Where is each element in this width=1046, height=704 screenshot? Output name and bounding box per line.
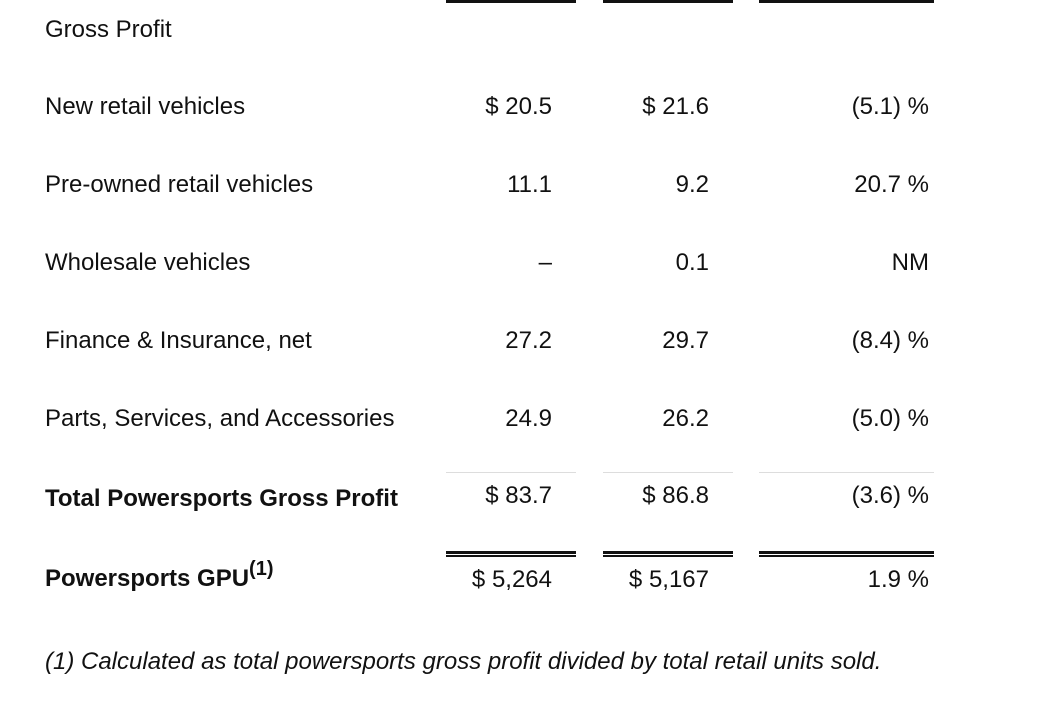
- column-top-rule: [446, 0, 576, 3]
- row-value-current: 11.1: [507, 171, 552, 198]
- row-label: Parts, Services, and Accessories: [45, 405, 395, 432]
- total-label: Total Powersports Gross Profit: [45, 485, 398, 512]
- row-value-current: $ 20.5: [485, 93, 552, 120]
- total-value-change: (3.6) %: [851, 482, 929, 509]
- gpu-value-change: 1.9 %: [867, 566, 929, 593]
- total-double-rule: [759, 551, 934, 557]
- row-value-current: 24.9: [505, 405, 552, 432]
- total-value-prior: $ 86.8: [642, 482, 709, 509]
- row-label: Pre-owned retail vehicles: [45, 171, 314, 198]
- row-value-prior: 29.7: [662, 327, 709, 354]
- row-value-current: 27.2: [505, 327, 552, 354]
- total-double-rule: [603, 551, 733, 557]
- total-value-current: $ 83.7: [485, 482, 552, 509]
- gpu-label: Powersports GPU(1): [45, 559, 274, 594]
- row-value-change: (5.1) %: [851, 93, 929, 120]
- row-value-change: NM: [891, 249, 929, 276]
- gpu-value-current: $ 5,264: [471, 566, 552, 593]
- row-label: Finance & Insurance, net: [45, 327, 312, 354]
- footnote-reference: (1): [249, 558, 274, 580]
- row-value-prior: 0.1: [675, 249, 709, 276]
- subtotal-rule: [759, 472, 934, 473]
- subtotal-rule: [603, 472, 733, 473]
- row-label: New retail vehicles: [45, 93, 246, 120]
- row-value-change: (8.4) %: [851, 327, 929, 354]
- column-top-rule: [603, 0, 733, 3]
- gpu-value-prior: $ 5,167: [628, 566, 709, 593]
- total-double-rule: [446, 551, 576, 557]
- subtotal-rule: [446, 472, 576, 473]
- row-label: Wholesale vehicles: [45, 249, 251, 276]
- row-value-change: 20.7 %: [854, 171, 929, 198]
- section-heading: Gross Profit: [45, 16, 172, 43]
- column-top-rule: [759, 0, 934, 3]
- row-value-change: (5.0) %: [851, 405, 929, 432]
- row-value-prior: 9.2: [675, 171, 709, 198]
- gpu-label-text: Powersports GPU: [45, 565, 250, 592]
- footnote: (1) Calculated as total powersports gros…: [45, 648, 882, 675]
- row-value-prior: $ 21.6: [642, 93, 709, 120]
- row-value-prior: 26.2: [662, 405, 709, 432]
- row-value-current: –: [538, 249, 552, 276]
